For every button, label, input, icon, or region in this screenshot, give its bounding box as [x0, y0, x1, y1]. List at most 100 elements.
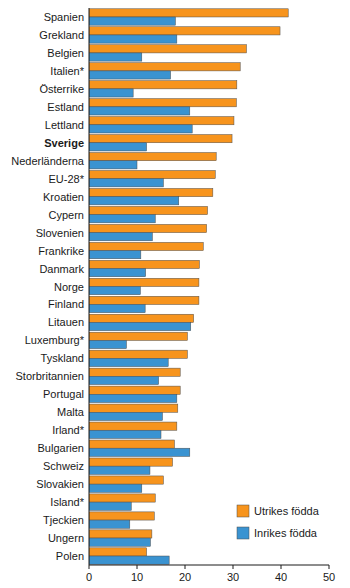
bar	[89, 430, 161, 438]
bar	[89, 135, 232, 143]
x-axis-line	[89, 565, 329, 566]
category-label: Sverige	[44, 137, 84, 149]
category-label: Österrike	[39, 83, 84, 95]
bar	[89, 512, 154, 520]
category-label: Finland	[48, 298, 84, 310]
bar	[89, 448, 190, 456]
bar	[89, 368, 180, 376]
x-tick	[89, 565, 90, 569]
bar	[89, 394, 177, 402]
category-label: Schweiz	[43, 460, 84, 472]
bar	[89, 27, 280, 35]
bar	[89, 404, 178, 412]
x-tick-label: 40	[275, 571, 287, 583]
category-label: Bulgarien	[38, 442, 84, 454]
category-label: Cypern	[49, 209, 84, 221]
category-label: Spanien	[44, 11, 84, 23]
category-label: Island*	[50, 496, 84, 508]
bar	[89, 332, 187, 340]
bar	[89, 322, 191, 330]
bar	[89, 89, 133, 97]
x-tick	[233, 565, 234, 569]
bar	[89, 422, 177, 430]
category-label: Tyskland	[41, 352, 84, 364]
x-tick	[137, 565, 138, 569]
bar	[89, 556, 169, 564]
category-label: Ungern	[48, 532, 84, 544]
category-label: Lettland	[45, 119, 84, 131]
x-tick-label: 50	[323, 571, 335, 583]
bar	[89, 215, 155, 223]
legend-label: Utrikes födda	[254, 505, 320, 517]
bar	[89, 53, 142, 61]
bar	[89, 179, 163, 187]
category-label: Polen	[56, 550, 84, 562]
category-label: Grekland	[39, 29, 84, 41]
bar	[89, 340, 126, 348]
bar	[89, 458, 173, 466]
category-label: Norge	[54, 281, 84, 293]
bar	[89, 260, 199, 268]
bar	[89, 17, 175, 25]
bar	[89, 358, 168, 366]
x-tick	[281, 565, 282, 569]
bar	[89, 35, 177, 43]
legend-swatch	[237, 527, 249, 539]
x-tick	[185, 565, 186, 569]
bar	[89, 386, 180, 394]
category-label: Italien*	[50, 65, 84, 77]
legend-label: Inrikes födda	[254, 527, 318, 539]
bar	[89, 278, 199, 286]
bar	[89, 440, 174, 448]
x-tick-label: 30	[227, 571, 239, 583]
category-label: Storbritannien	[16, 370, 85, 382]
category-label: Slovakien	[36, 478, 84, 490]
x-tick-label: 20	[179, 571, 191, 583]
bar	[89, 484, 142, 492]
bar	[89, 466, 150, 474]
bar	[89, 287, 140, 295]
x-tick	[329, 565, 330, 569]
x-tick-label: 10	[131, 571, 143, 583]
bar	[89, 412, 162, 420]
bar	[89, 71, 171, 79]
category-label: Kroatien	[43, 191, 84, 203]
category-label: Slovenien	[36, 227, 84, 239]
category-label: Litauen	[48, 316, 84, 328]
bar	[89, 170, 215, 178]
bar	[89, 161, 137, 169]
bars	[89, 9, 288, 564]
category-label: Portugal	[43, 388, 84, 400]
bar	[89, 45, 246, 53]
bar	[89, 530, 152, 538]
legend-swatch	[237, 505, 249, 517]
bar	[89, 107, 190, 115]
bar	[89, 548, 147, 556]
bar	[89, 63, 240, 71]
bar	[89, 125, 192, 133]
bar	[89, 117, 234, 125]
x-tick-label: 0	[86, 571, 92, 583]
bar	[89, 494, 155, 502]
bar	[89, 99, 236, 107]
category-label: Estland	[47, 101, 84, 113]
bar	[89, 143, 147, 151]
bar	[89, 296, 199, 304]
bar	[89, 376, 159, 384]
bar	[89, 314, 194, 322]
category-label: EU-28*	[49, 173, 85, 185]
category-label: Danmark	[39, 263, 84, 275]
bar	[89, 538, 150, 546]
category-label: Luxemburg*	[25, 334, 85, 346]
bar	[89, 520, 130, 528]
bar	[89, 188, 213, 196]
category-label: Malta	[57, 406, 85, 418]
category-label: Tjeckien	[43, 514, 84, 526]
bar	[89, 242, 203, 250]
bar	[89, 476, 163, 484]
category-label: Nederländerna	[11, 155, 85, 167]
bar	[89, 269, 146, 277]
category-label: Frankrike	[38, 245, 84, 257]
bar	[89, 153, 216, 161]
bar	[89, 350, 187, 358]
